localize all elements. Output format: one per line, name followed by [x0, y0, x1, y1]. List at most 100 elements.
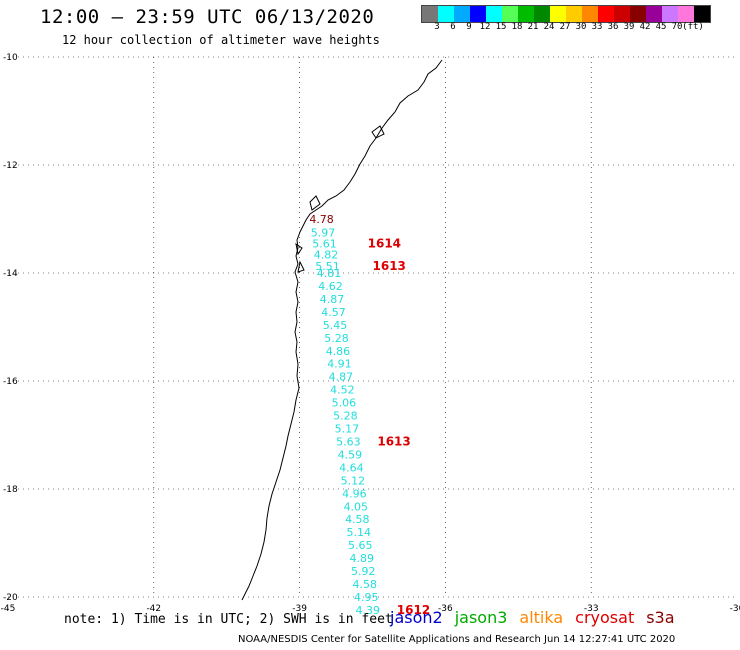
- x-tick-label: -39: [292, 604, 307, 614]
- track-value: 5.51: [315, 260, 340, 273]
- track-value: 4.78: [309, 213, 334, 226]
- track-value: 4.96: [342, 487, 367, 500]
- colorbar-swatch: [614, 6, 630, 22]
- lat-lon-grid: [8, 56, 737, 598]
- colorbar-label: 15: [495, 22, 507, 32]
- colorbar-swatch: [470, 6, 486, 22]
- colorbar-label: 6: [450, 22, 456, 32]
- colorbar-swatch: [502, 6, 518, 22]
- track-value: 5.14: [347, 526, 372, 539]
- y-tick-label: -10: [3, 53, 18, 63]
- track-value: 4.05: [344, 500, 369, 513]
- legend-item-jason3: jason3: [454, 608, 508, 627]
- note-text: note: 1) Time is in UTC; 2) SWH is in fe…: [64, 612, 393, 627]
- x-tick-label: -30: [730, 604, 740, 614]
- colorbar-swatch: [630, 6, 646, 22]
- axis-tick-labels: -45 -42 -39 -36 -33 -30 -10 -12 -14 -16 -18 -20: [1, 53, 740, 614]
- colorbar-label: 30: [575, 22, 587, 32]
- colorbar-swatch: [646, 6, 662, 22]
- colorbar: [421, 5, 711, 23]
- track-value: 4.58: [345, 513, 370, 526]
- colorbar-label: 27: [559, 22, 571, 32]
- y-tick-label: -12: [3, 161, 18, 171]
- y-tick-label: -16: [3, 377, 18, 387]
- track-value: 5.97: [311, 227, 336, 240]
- y-tick-label: -20: [3, 593, 18, 603]
- legend-item-jason2: jason2: [390, 608, 443, 627]
- colorbar-swatch: [694, 6, 710, 22]
- credit-text: NOAA/NESDIS Center for Satellite Applica…: [238, 634, 676, 645]
- colorbar-swatch: [550, 6, 566, 22]
- colorbar-label: 33: [591, 22, 603, 32]
- wave-height-track: 4.785.975.614.825.514.814.624.874.575.45…: [309, 213, 380, 617]
- track-value: 4.52: [330, 384, 355, 397]
- x-tick-label: -33: [584, 604, 599, 614]
- track-value: 4.91: [327, 358, 352, 371]
- track-value: 4.87: [329, 371, 354, 384]
- x-tick-label: -42: [146, 604, 161, 614]
- colorbar-swatch: [678, 6, 694, 22]
- track-value: 4.87: [320, 293, 345, 306]
- time-label: 1613: [373, 259, 406, 273]
- colorbar-swatch: [582, 6, 598, 22]
- time-label: 1612: [397, 603, 430, 617]
- colorbar-label: 3: [434, 22, 440, 32]
- time-label: 1613: [377, 434, 410, 448]
- chart-title: 12:00 – 23:59 UTC 06/13/2020: [40, 6, 375, 28]
- x-tick-label: -36: [438, 604, 453, 614]
- y-tick-label: -14: [3, 269, 18, 279]
- colorbar-swatch: [662, 6, 678, 22]
- colorbar-label: 70: [671, 22, 683, 32]
- track-value: 4.95: [354, 591, 379, 604]
- track-value: 4.57: [321, 306, 346, 319]
- colorbar-label: (ft): [682, 22, 704, 32]
- track-value: 5.06: [332, 397, 357, 410]
- coastline: [241, 59, 443, 601]
- colorbar-swatch: [438, 6, 454, 22]
- track-value: 5.63: [336, 435, 361, 448]
- colorbar-label: 24: [543, 22, 555, 32]
- track-value: 4.89: [350, 552, 375, 565]
- track-value: 4.82: [314, 249, 339, 262]
- coastline-islands: [295, 125, 385, 273]
- colorbar-swatch: [518, 6, 534, 22]
- track-value: 4.62: [318, 280, 343, 293]
- legend-item-altika: altika: [519, 608, 564, 627]
- track-value: 4.58: [353, 578, 378, 591]
- track-value: 4.81: [317, 267, 342, 280]
- colorbar-swatch: [566, 6, 582, 22]
- track-value: 5.12: [341, 474, 366, 487]
- time-labels: 1614 1613 1613 1612: [368, 236, 431, 617]
- colorbar-swatch: [422, 6, 438, 22]
- legend-item-s3a: s3a: [646, 608, 675, 627]
- colorbar-label: 18: [511, 22, 523, 32]
- track-value: 5.45: [323, 319, 348, 332]
- track-value: 4.86: [326, 345, 351, 358]
- colorbar-label: 12: [479, 22, 491, 32]
- colorbar-swatch: [454, 6, 470, 22]
- track-value: 5.28: [324, 332, 349, 345]
- legend-item-cryosat: cryosat: [575, 608, 635, 627]
- colorbar-swatch: [534, 6, 550, 22]
- colorbar-label: 45: [655, 22, 667, 32]
- time-label: 1614: [368, 236, 401, 250]
- track-value: 5.65: [348, 539, 373, 552]
- track-value: 5.17: [335, 423, 360, 436]
- colorbar-label: 42: [639, 22, 651, 32]
- chart-subtitle: 12 hour collection of altimeter wave hei…: [62, 33, 380, 47]
- colorbar-swatch: [598, 6, 614, 22]
- colorbar-label: 39: [623, 22, 635, 32]
- colorbar-label: 36: [607, 22, 619, 32]
- track-value: 4.59: [338, 448, 363, 461]
- colorbar-label: 21: [527, 22, 539, 32]
- x-tick-label: -45: [1, 604, 16, 614]
- satellite-legend: jason2 jason3 altika cryosat s3a: [390, 608, 687, 627]
- colorbar-labels: 3 6 9 12 15 18 21 24 27 30 33 36 39 42 45 70 (ft): [421, 22, 740, 34]
- track-value: 5.61: [312, 237, 337, 250]
- track-value: 4.64: [339, 461, 364, 474]
- track-value: 5.92: [351, 565, 376, 578]
- colorbar-swatch: [486, 6, 502, 22]
- track-value: 4.39: [355, 604, 380, 617]
- colorbar-label: 9: [466, 22, 472, 32]
